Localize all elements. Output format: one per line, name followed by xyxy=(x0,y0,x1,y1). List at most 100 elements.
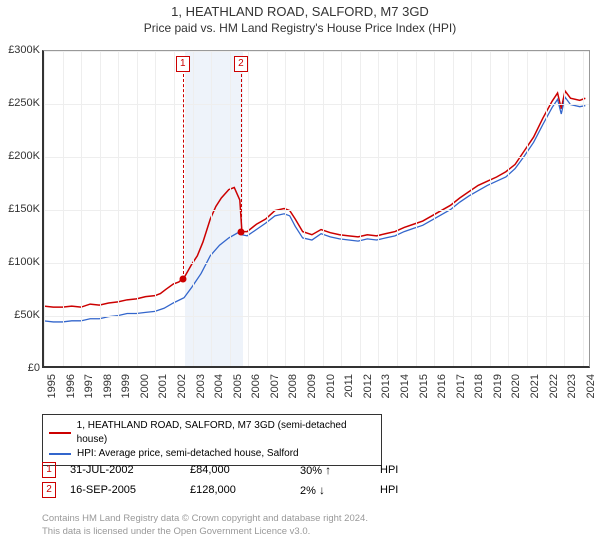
x-tick-label: 1995 xyxy=(46,374,58,398)
x-tick-label: 2024 xyxy=(585,374,597,398)
chart-marker-dot xyxy=(179,275,186,282)
gridline-v xyxy=(100,51,101,366)
transaction-row: 2 16-SEP-2005£128,0002% ↓HPI xyxy=(42,480,552,500)
legend-label: 1, HEATHLAND ROAD, SALFORD, M7 3GD (semi… xyxy=(77,419,375,447)
gridline-h xyxy=(44,316,589,317)
x-tick-label: 2001 xyxy=(157,374,169,398)
chart-svg xyxy=(44,51,589,366)
x-tick-label: 2008 xyxy=(287,374,299,398)
chart-marker-line xyxy=(183,74,184,279)
transaction-price: £84,000 xyxy=(190,464,300,476)
x-tick-label: 1999 xyxy=(120,374,132,398)
y-tick-label: £0 xyxy=(28,362,40,374)
gridline-v xyxy=(118,51,119,366)
chart-marker-dot xyxy=(237,229,244,236)
chart-title: 1, HEATHLAND ROAD, SALFORD, M7 3GD xyxy=(0,4,600,19)
legend-swatch xyxy=(49,432,71,434)
gridline-v xyxy=(583,51,584,366)
gridline-v xyxy=(546,51,547,366)
gridline-v xyxy=(378,51,379,366)
gridline-v xyxy=(137,51,138,366)
x-tick-label: 2003 xyxy=(195,374,207,398)
gridline-v xyxy=(508,51,509,366)
transaction-cmp: HPI xyxy=(380,464,460,476)
x-tick-label: 2019 xyxy=(492,374,504,398)
y-tick-label: £150K xyxy=(8,203,40,215)
x-tick-label: 2013 xyxy=(380,374,392,398)
chart-subtitle: Price paid vs. HM Land Registry's House … xyxy=(0,21,600,35)
x-tick-label: 2005 xyxy=(232,374,244,398)
gridline-v xyxy=(211,51,212,366)
x-tick-label: 2016 xyxy=(436,374,448,398)
gridline-v xyxy=(193,51,194,366)
transaction-marker: 1 xyxy=(42,462,56,478)
arrow-down-icon: ↓ xyxy=(319,483,325,497)
x-tick-label: 2017 xyxy=(455,374,467,398)
x-tick-label: 1998 xyxy=(102,374,114,398)
gridline-v xyxy=(416,51,417,366)
y-tick-label: £300K xyxy=(8,44,40,56)
transaction-date: 16-SEP-2005 xyxy=(70,484,190,496)
gridline-h xyxy=(44,157,589,158)
gridline-v xyxy=(323,51,324,366)
y-tick-label: £250K xyxy=(8,97,40,109)
legend: 1, HEATHLAND ROAD, SALFORD, M7 3GD (semi… xyxy=(42,414,382,466)
gridline-h xyxy=(44,210,589,211)
gridline-v xyxy=(63,51,64,366)
x-tick-label: 2020 xyxy=(510,374,522,398)
x-tick-label: 2000 xyxy=(139,374,151,398)
gridline-v xyxy=(230,51,231,366)
gridline-v xyxy=(81,51,82,366)
x-tick-label: 1997 xyxy=(83,374,95,398)
footer-line-1: Contains HM Land Registry data © Crown c… xyxy=(42,512,368,525)
gridline-v xyxy=(360,51,361,366)
y-tick-label: £100K xyxy=(8,256,40,268)
x-tick-label: 2014 xyxy=(399,374,411,398)
transaction-pct: 30% ↑ xyxy=(300,463,380,477)
gridline-v xyxy=(434,51,435,366)
transaction-row: 1 31-JUL-2002£84,00030% ↑HPI xyxy=(42,460,552,480)
gridline-h xyxy=(44,51,589,52)
gridline-v xyxy=(341,51,342,366)
x-tick-label: 2021 xyxy=(529,374,541,398)
gridline-v xyxy=(304,51,305,366)
chart-plot-area xyxy=(42,50,590,368)
footer-line-2: This data is licensed under the Open Gov… xyxy=(42,525,368,538)
x-tick-label: 2002 xyxy=(176,374,188,398)
gridline-v xyxy=(248,51,249,366)
footer: Contains HM Land Registry data © Crown c… xyxy=(42,512,368,538)
legend-swatch xyxy=(49,453,71,455)
gridline-v xyxy=(471,51,472,366)
x-tick-label: 2015 xyxy=(418,374,430,398)
transaction-date: 31-JUL-2002 xyxy=(70,464,190,476)
gridline-v xyxy=(44,51,45,366)
gridline-v xyxy=(564,51,565,366)
x-tick-label: 2010 xyxy=(325,374,337,398)
arrow-up-icon: ↑ xyxy=(325,463,331,477)
x-tick-label: 2023 xyxy=(566,374,578,398)
gridline-v xyxy=(453,51,454,366)
series-line xyxy=(44,91,585,307)
y-tick-label: £50K xyxy=(14,309,40,321)
x-tick-label: 2004 xyxy=(213,374,225,398)
gridline-v xyxy=(527,51,528,366)
y-tick-label: £200K xyxy=(8,150,40,162)
transaction-price: £128,000 xyxy=(190,484,300,496)
transaction-marker: 2 xyxy=(42,482,56,498)
transaction-pct: 2% ↓ xyxy=(300,483,380,497)
gridline-v xyxy=(267,51,268,366)
gridline-h xyxy=(44,263,589,264)
x-tick-label: 2018 xyxy=(473,374,485,398)
legend-row: 1, HEATHLAND ROAD, SALFORD, M7 3GD (semi… xyxy=(49,419,375,447)
x-tick-label: 2009 xyxy=(306,374,318,398)
transaction-table: 1 31-JUL-2002£84,00030% ↑HPI 2 16-SEP-2005£… xyxy=(42,460,552,500)
gridline-v xyxy=(397,51,398,366)
gridline-v xyxy=(285,51,286,366)
chart-marker-box: 1 xyxy=(176,56,190,72)
x-tick-label: 2007 xyxy=(269,374,281,398)
transaction-cmp: HPI xyxy=(380,484,460,496)
legend-row: HPI: Average price, semi-detached house,… xyxy=(49,447,375,461)
chart-marker-box: 2 xyxy=(234,56,248,72)
legend-label: HPI: Average price, semi-detached house,… xyxy=(77,447,299,461)
x-tick-label: 2011 xyxy=(343,374,355,398)
